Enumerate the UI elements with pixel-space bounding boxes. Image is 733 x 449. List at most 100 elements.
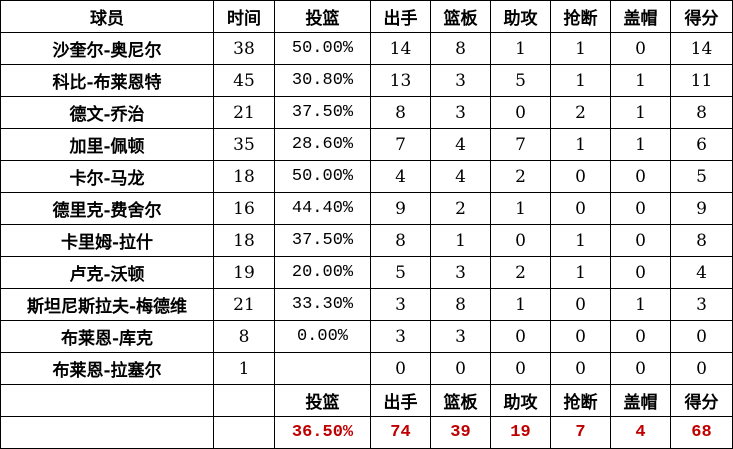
header-row-blocks-cell: 盖帽	[610, 0, 671, 33]
totals-row-minutes-cell	[213, 416, 275, 449]
totals-row-fg-pct-cell: 36.50%	[274, 416, 371, 449]
table-row-minutes-cell: 16	[213, 192, 275, 225]
totals-header-row-steals-cell: 抢断	[550, 384, 611, 417]
table-row-assists-cell: 1	[490, 288, 551, 321]
table-row-points-cell: 8	[670, 96, 733, 129]
table-row-minutes-cell: 18	[213, 224, 275, 257]
table-row: 布莱恩-拉塞尔 1 0 0 0 0 0 0	[0, 352, 733, 385]
table-row-fg-pct-cell: 50.00%	[274, 160, 371, 193]
totals-header-row-rebounds-cell: 篮板	[430, 384, 491, 417]
header-row-minutes-cell: 时间	[213, 0, 275, 33]
table-row-player-cell: 斯坦尼斯拉夫-梅德维	[0, 288, 214, 321]
table-row-steals-cell: 1	[550, 256, 611, 289]
table-row-rebounds-cell: 1	[430, 224, 491, 257]
header-row: 球员 时间 投篮 出手 篮板 助攻 抢断 盖帽 得分	[0, 0, 733, 33]
table-row-fg-pct-cell: 28.60%	[274, 128, 371, 161]
table-row-rebounds-cell: 3	[430, 256, 491, 289]
table-row-minutes-cell: 1	[213, 352, 275, 385]
table-row-minutes-cell: 45	[213, 64, 275, 97]
table-row-points-cell: 11	[670, 64, 733, 97]
table-row-player-cell: 卢克-沃顿	[0, 256, 214, 289]
table-row-points-cell: 4	[670, 256, 733, 289]
totals-row-blocks-cell: 4	[610, 416, 671, 449]
table-row-rebounds-cell: 0	[430, 352, 491, 385]
table-row-blocks-cell: 0	[610, 320, 671, 353]
table-row-assists-cell: 0	[490, 96, 551, 129]
table-row-points-cell: 5	[670, 160, 733, 193]
table-row: 科比-布莱恩特 45 30.80% 13 3 5 1 1 11	[0, 64, 733, 97]
table-row-player-cell: 加里-佩顿	[0, 128, 214, 161]
table-row-assists-cell: 0	[490, 352, 551, 385]
header-row-assists-cell: 助攻	[490, 0, 551, 33]
table-row-attempts-cell: 13	[370, 64, 431, 97]
table-row-rebounds-cell: 8	[430, 288, 491, 321]
table-row-assists-cell: 2	[490, 256, 551, 289]
table-row-player-cell: 德里克-费舍尔	[0, 192, 214, 225]
table-row-assists-cell: 0	[490, 224, 551, 257]
totals-row-player-cell	[0, 416, 214, 449]
table-row-fg-pct-cell: 33.30%	[274, 288, 371, 321]
totals-row-points-cell: 68	[670, 416, 733, 449]
table-row: 德文-乔治 21 37.50% 8 3 0 2 1 8	[0, 96, 733, 129]
table-row-fg-pct-cell: 37.50%	[274, 96, 371, 129]
totals-header-row-assists-cell: 助攻	[490, 384, 551, 417]
table-row-steals-cell: 0	[550, 352, 611, 385]
table-row-blocks-cell: 1	[610, 128, 671, 161]
table-row-player-cell: 德文-乔治	[0, 96, 214, 129]
table-row-rebounds-cell: 8	[430, 32, 491, 65]
header-row-fg-pct-cell: 投篮	[274, 0, 371, 33]
table-row-points-cell: 9	[670, 192, 733, 225]
table-row-assists-cell: 1	[490, 192, 551, 225]
table-row-rebounds-cell: 2	[430, 192, 491, 225]
table-row-minutes-cell: 8	[213, 320, 275, 353]
totals-header-row-points-cell: 得分	[670, 384, 733, 417]
table-row-rebounds-cell: 4	[430, 128, 491, 161]
table-row-player-cell: 卡尔-马龙	[0, 160, 214, 193]
table-row-attempts-cell: 5	[370, 256, 431, 289]
table-row-player-cell: 布莱恩-库克	[0, 320, 214, 353]
table-row-steals-cell: 0	[550, 288, 611, 321]
header-row-rebounds-cell: 篮板	[430, 0, 491, 33]
table-row-blocks-cell: 0	[610, 32, 671, 65]
table-row-blocks-cell: 0	[610, 192, 671, 225]
table-row: 德里克-费舍尔 16 44.40% 9 2 1 0 0 9	[0, 192, 733, 225]
table-row-minutes-cell: 38	[213, 32, 275, 65]
table-row-minutes-cell: 35	[213, 128, 275, 161]
table-row-assists-cell: 2	[490, 160, 551, 193]
table-row-attempts-cell: 0	[370, 352, 431, 385]
table-row-blocks-cell: 1	[610, 288, 671, 321]
totals-header-row-attempts-cell: 出手	[370, 384, 431, 417]
header-row-points-cell: 得分	[670, 0, 733, 33]
table-row-fg-pct-cell: 20.00%	[274, 256, 371, 289]
table-row-blocks-cell: 0	[610, 352, 671, 385]
table-row-steals-cell: 1	[550, 128, 611, 161]
table-row-points-cell: 8	[670, 224, 733, 257]
table-row-attempts-cell: 14	[370, 32, 431, 65]
table-row-fg-pct-cell: 30.80%	[274, 64, 371, 97]
table-row-rebounds-cell: 3	[430, 96, 491, 129]
table-row: 斯坦尼斯拉夫-梅德维 21 33.30% 3 8 1 0 1 3	[0, 288, 733, 321]
table-row-assists-cell: 7	[490, 128, 551, 161]
table-row-steals-cell: 1	[550, 64, 611, 97]
table-row-rebounds-cell: 3	[430, 320, 491, 353]
table-row: 加里-佩顿 35 28.60% 7 4 7 1 1 6	[0, 128, 733, 161]
totals-row-attempts-cell: 74	[370, 416, 431, 449]
table-row-minutes-cell: 19	[213, 256, 275, 289]
table-row-rebounds-cell: 3	[430, 64, 491, 97]
table-row-points-cell: 0	[670, 352, 733, 385]
table-row-blocks-cell: 1	[610, 96, 671, 129]
totals-row-rebounds-cell: 39	[430, 416, 491, 449]
table-row-blocks-cell: 0	[610, 160, 671, 193]
table-row: 沙奎尔-奥尼尔 38 50.00% 14 8 1 1 0 14	[0, 32, 733, 65]
table-row-fg-pct-cell: 0.00%	[274, 320, 371, 353]
table-row-assists-cell: 5	[490, 64, 551, 97]
table-row-points-cell: 0	[670, 320, 733, 353]
table-row-steals-cell: 0	[550, 160, 611, 193]
header-row-attempts-cell: 出手	[370, 0, 431, 33]
table-row-steals-cell: 1	[550, 32, 611, 65]
table-row-attempts-cell: 8	[370, 96, 431, 129]
table-row-attempts-cell: 3	[370, 288, 431, 321]
totals-row-assists-cell: 19	[490, 416, 551, 449]
table-row-rebounds-cell: 4	[430, 160, 491, 193]
